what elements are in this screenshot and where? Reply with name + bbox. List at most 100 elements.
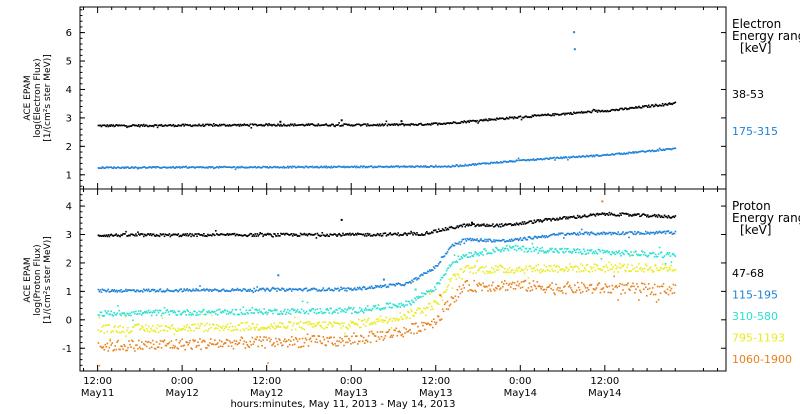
data-point [188, 313, 190, 316]
data-point [429, 123, 431, 125]
data-point [618, 250, 620, 252]
data-point [142, 233, 144, 236]
data-point [481, 251, 483, 253]
data-point [211, 314, 213, 317]
data-point [498, 118, 500, 120]
data-point [370, 322, 373, 324]
data-point [401, 318, 403, 320]
data-point [595, 233, 598, 236]
data-point [499, 264, 501, 267]
data-point [367, 335, 370, 337]
data-point [339, 307, 341, 310]
data-point [538, 249, 541, 252]
data-point [357, 343, 359, 345]
data-point [571, 289, 573, 291]
data-point [428, 270, 430, 273]
data-point [489, 252, 491, 254]
data-point [531, 222, 534, 224]
data-point [622, 265, 624, 268]
data-point [121, 330, 123, 333]
data-point [347, 287, 349, 289]
data-point [433, 122, 436, 125]
data-point [219, 290, 222, 293]
data-point [111, 330, 113, 332]
data-point [385, 316, 388, 319]
data-point [370, 330, 373, 333]
data-point [272, 166, 274, 169]
data-point [579, 292, 582, 294]
data-point [395, 282, 398, 285]
data-point [576, 266, 579, 268]
data-point [441, 276, 444, 279]
data-point [655, 104, 658, 106]
data-point [631, 264, 633, 267]
data-point [589, 250, 592, 252]
data-point [532, 237, 535, 240]
data-point [398, 234, 400, 237]
data-point [418, 165, 420, 168]
data-point [165, 167, 168, 169]
data-point [422, 311, 424, 314]
data-point [502, 266, 504, 269]
data-point [291, 344, 294, 346]
data-point [268, 337, 270, 339]
data-point [288, 321, 291, 324]
data-point [431, 320, 433, 323]
data-point [258, 166, 260, 169]
data-point [614, 109, 616, 112]
data-point [178, 124, 181, 127]
data-point [456, 289, 459, 291]
data-point [220, 312, 223, 314]
data-point [311, 335, 314, 337]
data-point [610, 212, 613, 215]
data-point [449, 122, 452, 124]
data-point [350, 343, 352, 345]
data-point [196, 327, 198, 329]
data-point [635, 270, 637, 272]
data-point [271, 344, 273, 347]
data-point [510, 224, 513, 227]
data-point [111, 167, 113, 169]
data-point [268, 233, 270, 236]
data-point [586, 155, 589, 157]
data-point [159, 288, 162, 290]
data-point [150, 234, 153, 237]
data-point [97, 329, 100, 331]
data-point [349, 166, 351, 168]
data-point [106, 124, 109, 126]
data-point [212, 166, 214, 168]
data-point [177, 327, 180, 330]
data-point [325, 123, 327, 125]
data-point [325, 344, 327, 347]
data-point [157, 290, 160, 293]
data-point [460, 241, 463, 243]
data-point [380, 307, 383, 310]
data-point [571, 216, 573, 218]
data-point [393, 123, 396, 125]
data-point [515, 267, 518, 270]
data-point [319, 290, 322, 292]
data-point [335, 234, 337, 236]
data-point [216, 289, 218, 291]
data-point [521, 245, 524, 248]
data-point [113, 166, 115, 168]
data-point [271, 235, 273, 238]
data-point [399, 331, 401, 334]
data-point [456, 261, 459, 263]
data-point [473, 279, 475, 282]
data-point [575, 291, 577, 293]
data-point [270, 289, 272, 291]
data-point [277, 313, 279, 315]
data-point [196, 235, 198, 238]
data-point [513, 160, 516, 163]
data-point [189, 124, 191, 126]
xtick-label-time: 12:00 [590, 376, 619, 387]
data-point [605, 264, 608, 267]
data-point [477, 223, 479, 226]
data-point [453, 273, 456, 275]
data-point [536, 269, 539, 271]
data-point [407, 330, 409, 333]
data-point [241, 166, 244, 168]
data-point [224, 325, 227, 327]
data-point [167, 124, 170, 127]
